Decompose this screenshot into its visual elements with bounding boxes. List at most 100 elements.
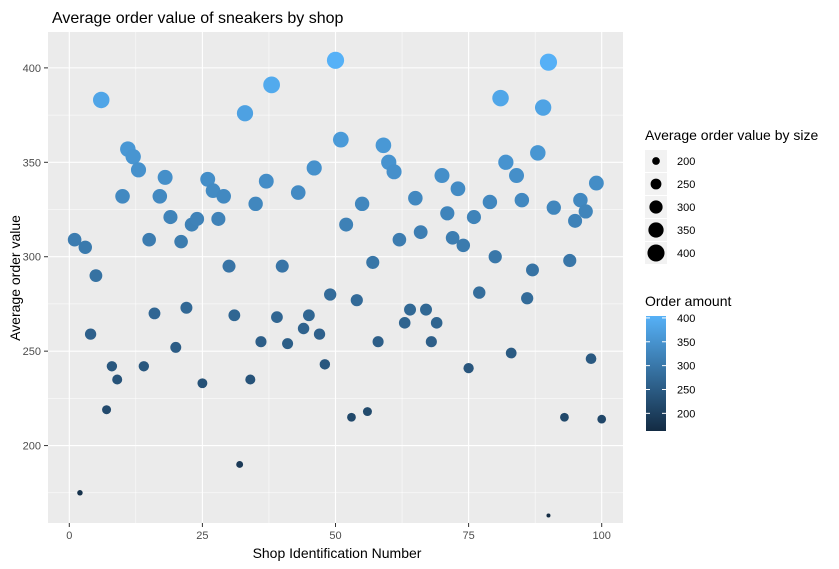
data-point bbox=[434, 168, 450, 184]
data-point bbox=[89, 269, 103, 283]
data-point bbox=[125, 148, 141, 165]
data-point bbox=[534, 99, 552, 116]
data-point bbox=[275, 259, 289, 273]
data-point bbox=[282, 338, 294, 350]
x-axis-title: Shop Identification Number bbox=[253, 545, 422, 561]
data-point bbox=[450, 181, 466, 197]
data-point bbox=[67, 232, 82, 247]
data-point bbox=[573, 192, 588, 208]
data-point bbox=[255, 336, 267, 348]
size-legend-key bbox=[649, 200, 663, 214]
data-point bbox=[463, 362, 474, 374]
data-point bbox=[488, 250, 502, 264]
size-legend-key bbox=[648, 222, 664, 238]
data-point bbox=[115, 189, 130, 204]
data-point bbox=[142, 232, 156, 247]
data-point bbox=[306, 160, 322, 176]
x-tick-label: 100 bbox=[593, 530, 611, 542]
data-point bbox=[482, 194, 498, 210]
data-point bbox=[354, 196, 370, 212]
data-point bbox=[372, 336, 384, 348]
size-legend-label: 350 bbox=[677, 225, 695, 237]
data-point bbox=[222, 259, 236, 273]
data-point bbox=[492, 89, 509, 107]
data-point bbox=[258, 173, 274, 189]
data-point bbox=[440, 206, 455, 221]
data-point bbox=[509, 168, 525, 184]
colorbar bbox=[646, 316, 666, 431]
data-point bbox=[597, 414, 607, 424]
data-point bbox=[236, 461, 244, 468]
data-point bbox=[157, 169, 173, 185]
data-point bbox=[190, 211, 205, 226]
y-axis-title: Average order value bbox=[7, 215, 23, 341]
size-legend-key bbox=[647, 244, 665, 262]
chart-title: Average order value of sneakers by shop bbox=[52, 10, 344, 27]
data-point bbox=[473, 286, 486, 299]
size-legend-label: 400 bbox=[677, 248, 695, 260]
data-point bbox=[560, 412, 569, 422]
data-point bbox=[362, 407, 372, 417]
data-point bbox=[366, 255, 380, 269]
data-point bbox=[84, 328, 97, 340]
x-tick-label: 0 bbox=[66, 530, 72, 542]
data-point bbox=[514, 192, 530, 208]
data-point bbox=[77, 490, 83, 496]
data-point bbox=[174, 234, 188, 249]
data-point bbox=[236, 105, 254, 122]
colorbar-label: 200 bbox=[677, 408, 695, 420]
data-point bbox=[93, 91, 110, 109]
data-point bbox=[228, 309, 241, 322]
color-legend-title: Order amount bbox=[645, 293, 731, 309]
data-point bbox=[505, 347, 517, 359]
data-point bbox=[106, 361, 118, 372]
data-point bbox=[539, 53, 558, 71]
color-legend: Order amount 400 350 300 250 200 bbox=[645, 293, 731, 431]
data-point bbox=[413, 225, 428, 240]
data-point bbox=[112, 374, 123, 385]
data-point bbox=[180, 301, 193, 314]
data-point bbox=[420, 303, 432, 316]
data-point bbox=[530, 145, 546, 161]
data-point bbox=[386, 164, 402, 180]
data-point bbox=[526, 263, 539, 277]
data-point bbox=[302, 309, 315, 322]
x-tick-label: 50 bbox=[329, 530, 341, 542]
data-point bbox=[148, 307, 161, 320]
size-legend-key bbox=[650, 178, 662, 190]
data-point bbox=[248, 196, 263, 212]
data-point bbox=[245, 374, 256, 385]
data-point bbox=[78, 240, 92, 255]
data-point bbox=[263, 76, 280, 94]
data-point bbox=[313, 328, 326, 340]
colorbar-label: 300 bbox=[677, 361, 695, 373]
data-point bbox=[350, 294, 363, 307]
x-tick-label: 25 bbox=[196, 530, 208, 542]
size-legend-label: 250 bbox=[677, 179, 695, 191]
data-point bbox=[319, 359, 331, 370]
data-point bbox=[216, 189, 231, 204]
colorbar-label: 250 bbox=[677, 384, 695, 396]
size-legend-title: Average order value by size bbox=[645, 127, 818, 143]
data-point bbox=[271, 311, 283, 324]
size-legend-label: 300 bbox=[677, 202, 695, 214]
data-point bbox=[585, 353, 597, 365]
data-point bbox=[563, 253, 577, 268]
y-tick-label: 200 bbox=[23, 441, 41, 453]
data-point bbox=[578, 204, 593, 219]
data-point bbox=[170, 341, 182, 353]
size-legend-label: 200 bbox=[677, 156, 695, 168]
data-point bbox=[152, 189, 168, 204]
data-point bbox=[200, 171, 216, 187]
data-point bbox=[290, 185, 306, 200]
size-legend: Average order value by size 200 250 300 350… bbox=[645, 127, 818, 264]
data-point bbox=[456, 238, 471, 253]
data-point bbox=[498, 154, 514, 170]
data-point bbox=[445, 231, 460, 245]
data-point bbox=[211, 211, 226, 226]
data-point bbox=[546, 200, 561, 215]
data-point bbox=[297, 322, 310, 335]
data-point bbox=[404, 303, 417, 316]
data-point bbox=[425, 336, 437, 348]
